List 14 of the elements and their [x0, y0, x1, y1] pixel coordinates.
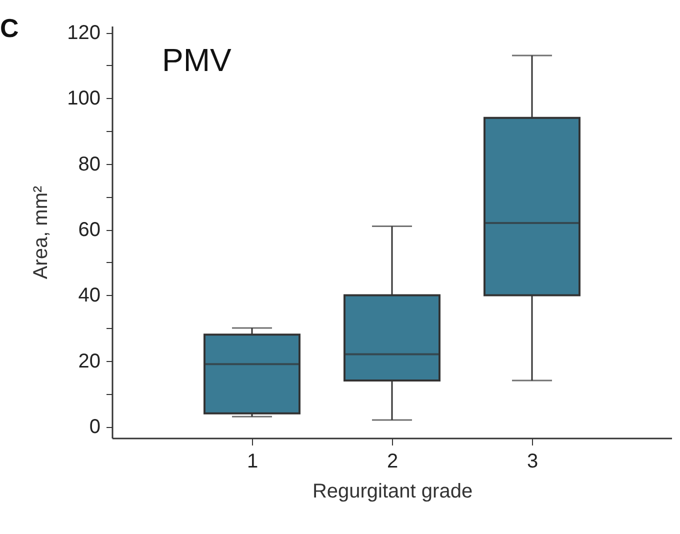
y-tick-label: 20 — [78, 350, 100, 372]
x-axis-title: Regurgitant grade — [312, 480, 473, 502]
y-tick-label: 80 — [78, 153, 100, 176]
y-tick-label: 120 — [67, 22, 100, 44]
x-tick-label: 3 — [526, 450, 538, 472]
x-tick-label: 1 — [246, 450, 258, 472]
y-tick-label: 40 — [78, 284, 100, 307]
annotation: PMV — [162, 42, 232, 78]
y-tick-label: 0 — [89, 416, 100, 438]
text: C — [0, 13, 19, 43]
x-tick-label: 2 — [386, 450, 398, 472]
y-tick-label: 60 — [78, 219, 100, 242]
y-tick-label: 100 — [67, 88, 100, 110]
y-axis-title: Area, mm² — [30, 185, 52, 280]
